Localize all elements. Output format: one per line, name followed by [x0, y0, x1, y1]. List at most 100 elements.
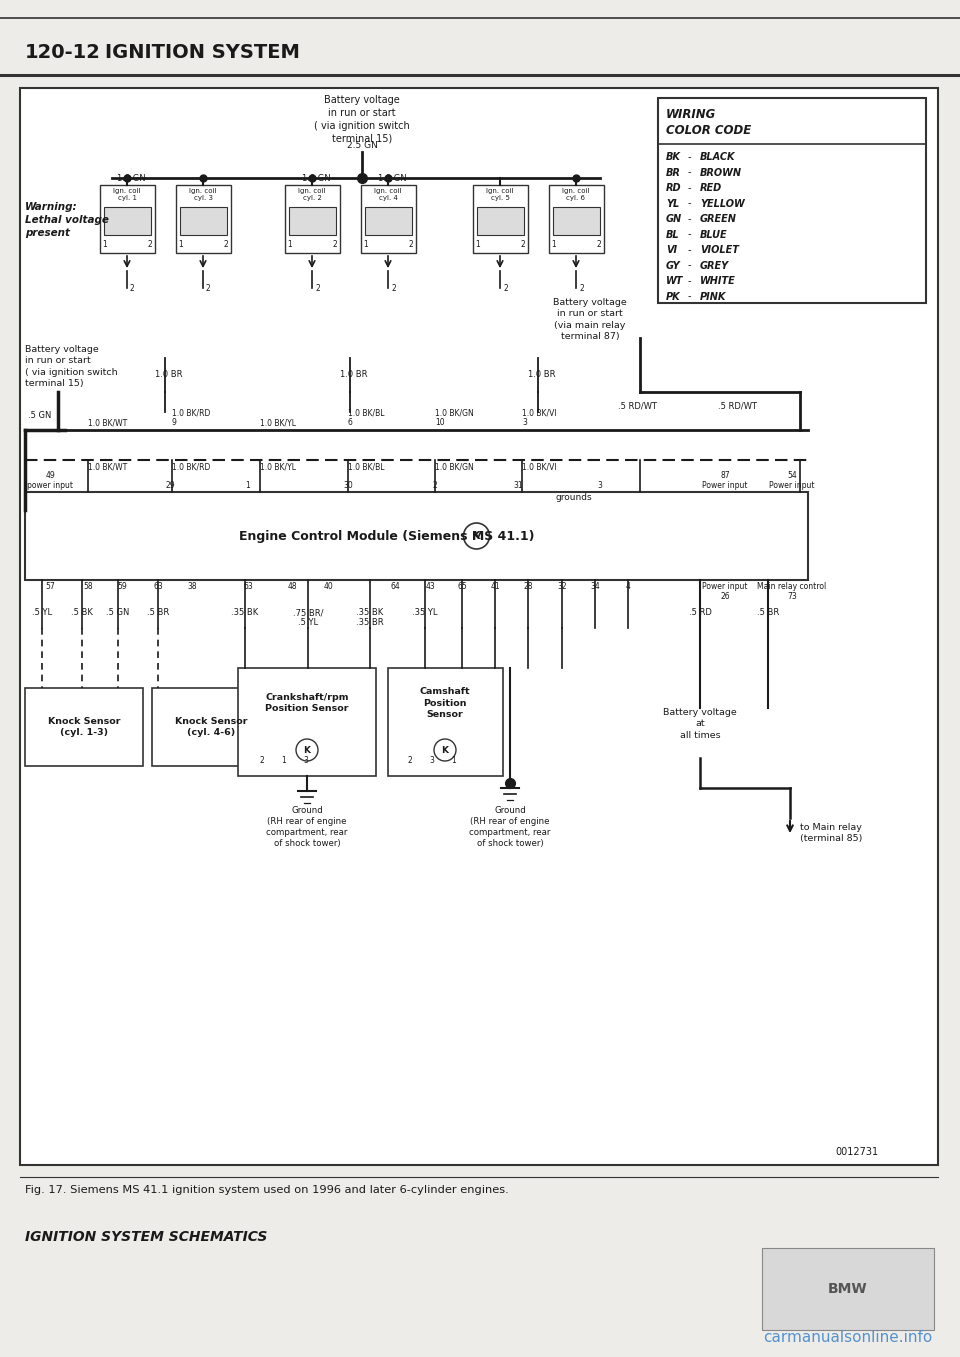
Text: Ign. coil
cyl. 2: Ign. coil cyl. 2	[299, 189, 325, 201]
Bar	[176, 185, 231, 252]
Text: 0012731: 0012731	[835, 1147, 878, 1158]
Text: 3: 3	[597, 480, 603, 490]
Text: 2: 2	[503, 284, 508, 293]
Text: .5 RD/WT: .5 RD/WT	[618, 402, 657, 410]
Bar	[104, 208, 151, 235]
Text: 1.0 GN: 1.0 GN	[117, 174, 146, 183]
Text: grounds: grounds	[555, 493, 591, 502]
Text: 38: 38	[187, 582, 197, 592]
Text: 1: 1	[287, 240, 292, 248]
Text: Knock Sensor
(cyl. 4-6): Knock Sensor (cyl. 4-6)	[175, 716, 248, 737]
Text: 1.0 BK/GN: 1.0 BK/GN	[435, 461, 473, 471]
Text: 2: 2	[130, 284, 134, 293]
Bar	[180, 208, 227, 235]
Text: 1: 1	[246, 480, 251, 490]
Bar	[25, 493, 808, 579]
Bar	[361, 185, 416, 252]
Text: .5 GN: .5 GN	[107, 608, 130, 617]
Text: K: K	[303, 745, 310, 754]
Text: WHITE: WHITE	[700, 275, 735, 286]
Text: 120-12: 120-12	[25, 42, 101, 61]
Text: .35 YL: .35 YL	[412, 608, 438, 617]
Text: RD: RD	[666, 183, 682, 193]
Text: Ground
(RH rear of engine
compartment, rear
of shock tower): Ground (RH rear of engine compartment, r…	[266, 806, 348, 848]
Text: K: K	[472, 531, 481, 541]
Text: 43: 43	[425, 582, 435, 592]
Text: 87
Power input: 87 Power input	[703, 471, 748, 490]
Text: Ign. coil
cyl. 1: Ign. coil cyl. 1	[113, 189, 141, 201]
Text: 1.0 BK/GN
10: 1.0 BK/GN 10	[435, 408, 473, 427]
Text: Power input
26: Power input 26	[703, 582, 748, 601]
Text: 54
Power input: 54 Power input	[769, 471, 815, 490]
Text: carmanualsonline.info: carmanualsonline.info	[763, 1330, 932, 1345]
Text: 2: 2	[147, 240, 152, 248]
Bar	[285, 185, 340, 252]
Text: 3: 3	[429, 756, 435, 765]
Text: 49
power input: 49 power input	[27, 471, 73, 490]
Text: -: -	[688, 292, 691, 301]
Text: 1.0 GN: 1.0 GN	[302, 174, 330, 183]
Text: Knock Sensor
(cyl. 1-3): Knock Sensor (cyl. 1-3)	[48, 716, 120, 737]
Text: 1: 1	[178, 240, 182, 248]
Text: 1.0 BK/YL: 1.0 BK/YL	[260, 418, 296, 427]
Text: Ign. coil
cyl. 6: Ign. coil cyl. 6	[563, 189, 589, 201]
Text: VI: VI	[666, 246, 677, 255]
Bar	[289, 208, 336, 235]
Text: .35 BK: .35 BK	[231, 608, 258, 617]
Text: 28: 28	[523, 582, 533, 592]
Text: RED: RED	[700, 183, 722, 193]
Text: 1: 1	[281, 756, 286, 765]
Text: 29: 29	[165, 480, 175, 490]
Bar	[762, 1248, 934, 1330]
Text: GREEN: GREEN	[700, 214, 737, 224]
Text: Engine Control Module (Siemens MS 41.1): Engine Control Module (Siemens MS 41.1)	[239, 529, 535, 543]
Text: 2: 2	[408, 756, 413, 765]
Text: 32: 32	[557, 582, 566, 592]
Text: 57: 57	[45, 582, 55, 592]
Text: -: -	[688, 275, 691, 286]
Bar	[152, 688, 270, 765]
Text: 1: 1	[363, 240, 368, 248]
Text: GREY: GREY	[700, 261, 730, 270]
Text: 41: 41	[491, 582, 500, 592]
Text: Battery voltage
in run or start
( via ignition switch
terminal 15): Battery voltage in run or start ( via ig…	[314, 95, 410, 144]
Text: .5 YL: .5 YL	[32, 608, 52, 617]
Circle shape	[296, 740, 318, 761]
Text: .5 RD/WT: .5 RD/WT	[718, 402, 757, 410]
Text: .5 BR: .5 BR	[756, 608, 780, 617]
Text: BK: BK	[666, 152, 681, 161]
Text: 64: 64	[390, 582, 400, 592]
Text: 40: 40	[324, 582, 333, 592]
Text: -: -	[688, 167, 691, 178]
Text: to Main relay
(terminal 85): to Main relay (terminal 85)	[800, 822, 862, 843]
Text: 2: 2	[408, 240, 413, 248]
Text: BL: BL	[666, 229, 680, 239]
Text: WT: WT	[666, 275, 684, 286]
Circle shape	[464, 522, 490, 550]
Text: BR: BR	[666, 167, 681, 178]
Text: -: -	[688, 183, 691, 193]
Text: 2: 2	[224, 240, 228, 248]
Text: 1.0 BK/RD: 1.0 BK/RD	[172, 461, 210, 471]
Bar	[473, 185, 528, 252]
Text: 1.0 BR: 1.0 BR	[155, 370, 182, 379]
Text: YELLOW: YELLOW	[700, 198, 745, 209]
Text: Fig. 17. Siemens MS 41.1 ignition system used on 1996 and later 6-cylinder engin: Fig. 17. Siemens MS 41.1 ignition system…	[25, 1185, 509, 1196]
Bar	[553, 208, 600, 235]
Text: 1.0 BK/YL: 1.0 BK/YL	[260, 461, 296, 471]
Bar	[388, 668, 503, 776]
Text: 1.0 BK/BL: 1.0 BK/BL	[348, 461, 385, 471]
Text: VIOLET: VIOLET	[700, 246, 739, 255]
Text: 2: 2	[206, 284, 211, 293]
Text: GN: GN	[666, 214, 683, 224]
Text: GY: GY	[666, 261, 681, 270]
Text: 2: 2	[433, 480, 438, 490]
Text: 63: 63	[154, 582, 163, 592]
Text: Ign. coil
cyl. 3: Ign. coil cyl. 3	[189, 189, 217, 201]
Bar	[25, 688, 143, 765]
Text: .35 BK
.35 BR: .35 BK .35 BR	[356, 608, 384, 627]
Text: -: -	[688, 198, 691, 209]
Text: 2: 2	[579, 284, 584, 293]
Bar	[658, 98, 926, 303]
Bar	[100, 185, 155, 252]
